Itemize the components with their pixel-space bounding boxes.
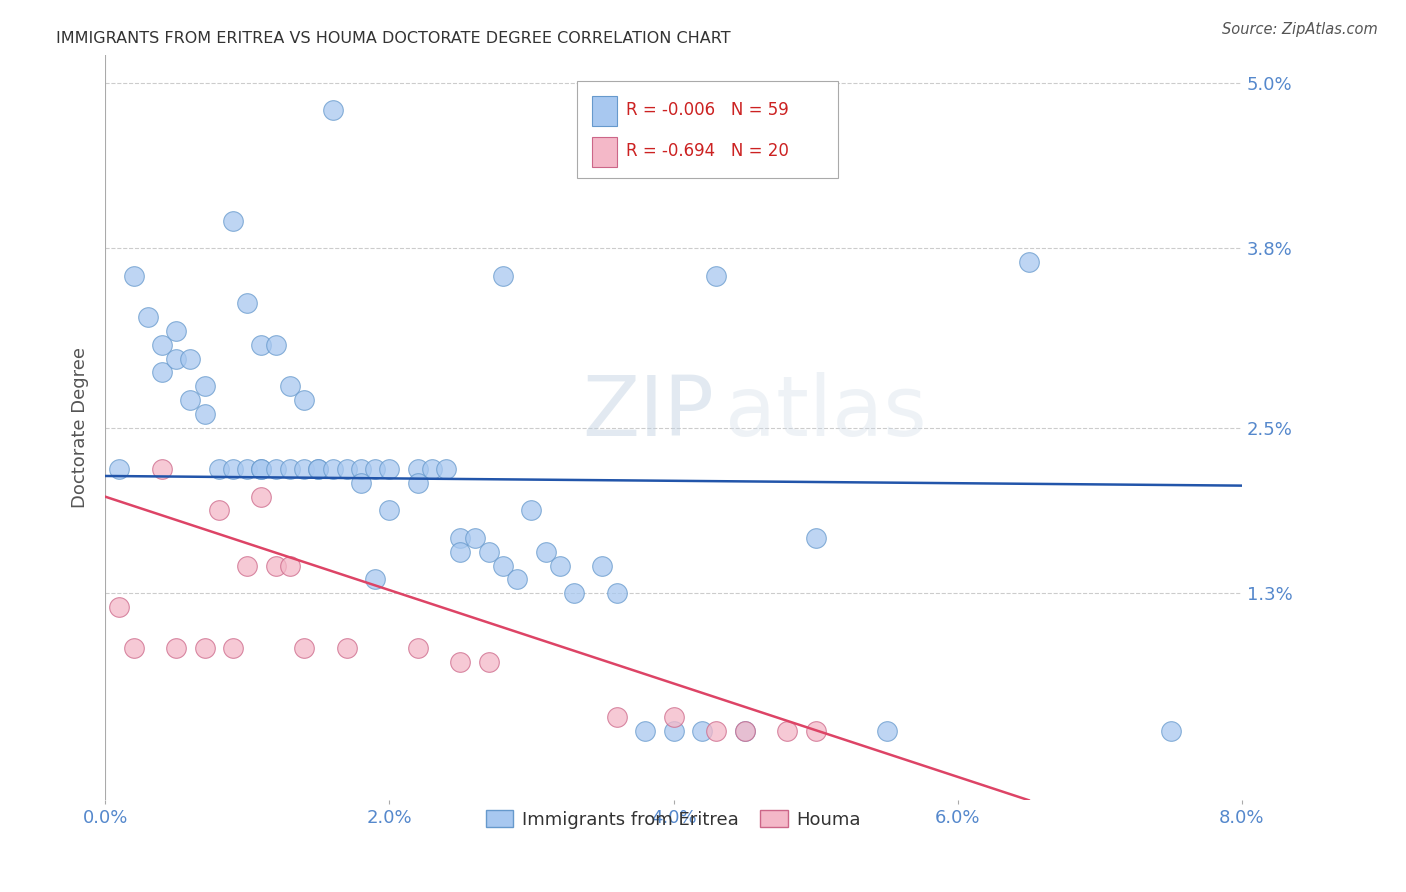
Text: R = -0.006   N = 59: R = -0.006 N = 59 [626, 101, 789, 119]
Point [222, 641, 245, 656]
Point [179, 351, 201, 366]
Point [804, 724, 827, 739]
Text: Source: ZipAtlas.com: Source: ZipAtlas.com [1222, 22, 1378, 37]
Point [250, 462, 273, 476]
Text: IMMIGRANTS FROM ERITREA VS HOUMA DOCTORATE DEGREE CORRELATION CHART: IMMIGRANTS FROM ERITREA VS HOUMA DOCTORA… [56, 31, 731, 46]
Point [336, 462, 359, 476]
Point [406, 462, 429, 476]
Point [278, 558, 301, 573]
Point [292, 641, 315, 656]
Point [292, 393, 315, 408]
Point [534, 545, 557, 559]
Point [449, 655, 471, 669]
Point [606, 710, 628, 724]
Point [179, 393, 201, 408]
Point [364, 573, 387, 587]
Point [492, 558, 515, 573]
Text: R = -0.694   N = 20: R = -0.694 N = 20 [626, 142, 789, 160]
Point [108, 462, 131, 476]
Point [336, 641, 359, 656]
Point [350, 462, 373, 476]
Point [194, 407, 217, 421]
Point [307, 462, 329, 476]
Text: ZIP: ZIP [582, 372, 714, 453]
Point [165, 641, 187, 656]
Point [804, 531, 827, 545]
Point [520, 503, 543, 517]
Y-axis label: Doctorate Degree: Doctorate Degree [72, 347, 89, 508]
Point [322, 462, 344, 476]
Point [592, 558, 614, 573]
Point [449, 531, 471, 545]
Point [704, 268, 727, 283]
Point [634, 724, 657, 739]
Point [292, 462, 315, 476]
Point [264, 462, 287, 476]
Point [222, 462, 245, 476]
Point [122, 641, 145, 656]
Point [208, 462, 231, 476]
Point [307, 462, 329, 476]
Point [378, 462, 401, 476]
Point [165, 351, 187, 366]
Point [194, 379, 217, 393]
Point [1018, 255, 1040, 269]
Point [250, 490, 273, 504]
Bar [592, 137, 617, 167]
Point [406, 641, 429, 656]
Point [150, 338, 173, 352]
Point [876, 724, 898, 739]
Point [108, 600, 131, 615]
Point [165, 324, 187, 338]
Point [136, 310, 159, 325]
Point [322, 103, 344, 118]
Point [194, 641, 217, 656]
Point [704, 724, 727, 739]
Point [464, 531, 486, 545]
Point [734, 724, 756, 739]
Point [364, 462, 387, 476]
Point [278, 462, 301, 476]
Bar [592, 96, 617, 126]
Point [122, 268, 145, 283]
Point [264, 558, 287, 573]
Point [506, 573, 529, 587]
Point [222, 213, 245, 227]
Point [150, 366, 173, 380]
Point [420, 462, 443, 476]
Point [478, 545, 501, 559]
Point [492, 268, 515, 283]
FancyBboxPatch shape [576, 81, 838, 178]
Point [236, 558, 259, 573]
Legend: Immigrants from Eritrea, Houma: Immigrants from Eritrea, Houma [478, 803, 869, 836]
Point [278, 379, 301, 393]
Point [606, 586, 628, 600]
Point [478, 655, 501, 669]
Point [406, 475, 429, 490]
Point [662, 710, 685, 724]
Point [690, 724, 713, 739]
Point [434, 462, 457, 476]
Point [350, 475, 373, 490]
Point [1160, 724, 1182, 739]
Point [264, 338, 287, 352]
Point [562, 586, 585, 600]
Point [250, 462, 273, 476]
Point [378, 503, 401, 517]
Point [208, 503, 231, 517]
Point [236, 296, 259, 310]
Point [734, 724, 756, 739]
Point [236, 462, 259, 476]
Text: atlas: atlas [724, 372, 927, 453]
Point [548, 558, 571, 573]
Point [662, 724, 685, 739]
Point [449, 545, 471, 559]
Point [776, 724, 799, 739]
Point [250, 338, 273, 352]
Point [150, 462, 173, 476]
